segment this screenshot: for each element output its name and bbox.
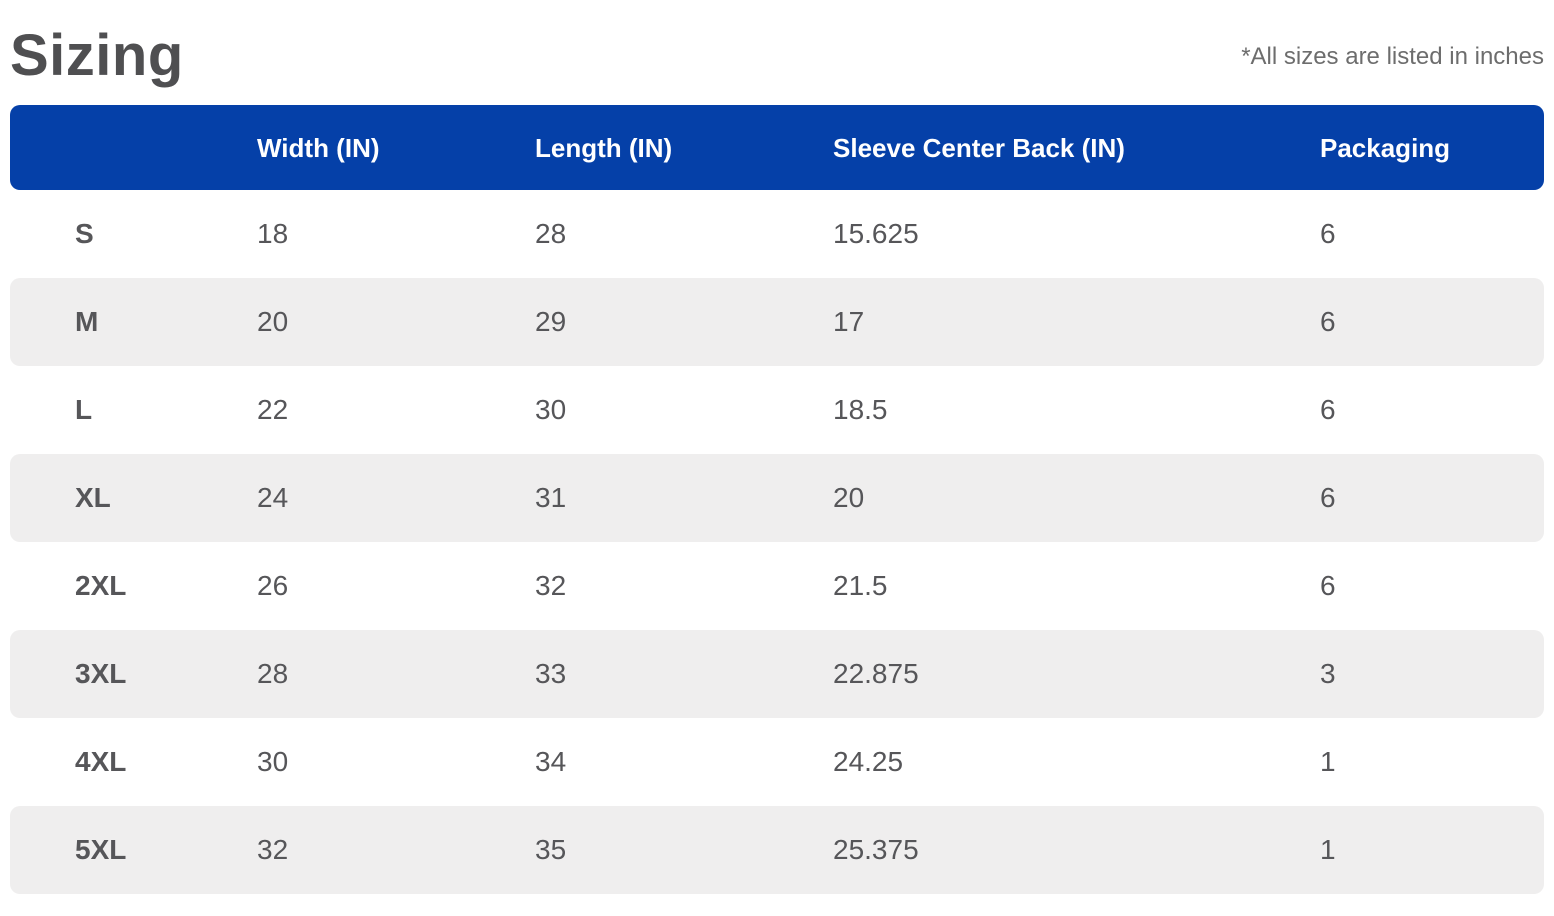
sleeve-value: 18.5 xyxy=(833,394,888,425)
table-row-5xl: 5XL 32 35 25.375 1 xyxy=(10,806,1544,894)
header-cell-sleeve: Sleeve Center Back (IN) xyxy=(833,132,1125,163)
packaging-value: 6 xyxy=(1320,482,1336,513)
page-title: Sizing xyxy=(10,23,184,88)
table-row-s: S 18 28 15.625 6 xyxy=(10,190,1544,278)
size-label: 4XL xyxy=(75,746,127,777)
size-label: M xyxy=(75,306,99,337)
width-value: 18 xyxy=(257,218,289,249)
table-row-4xl: 4XL 30 34 24.25 1 xyxy=(10,718,1544,806)
width-value: 20 xyxy=(257,306,289,337)
packaging-value: 6 xyxy=(1320,218,1336,249)
sleeve-value: 15.625 xyxy=(833,218,919,249)
sleeve-value: 22.875 xyxy=(833,658,919,689)
size-label: L xyxy=(75,394,93,425)
length-value: 32 xyxy=(535,570,567,601)
packaging-value: 3 xyxy=(1320,658,1336,689)
width-value: 30 xyxy=(257,746,289,777)
size-label: 3XL xyxy=(75,658,127,689)
sizing-table: Width (IN) Length (IN) Sleeve Center Bac… xyxy=(10,105,1544,894)
length-value: 35 xyxy=(535,834,567,865)
packaging-value: 1 xyxy=(1320,746,1336,777)
size-label: 5XL xyxy=(75,834,127,865)
sleeve-value: 20 xyxy=(833,482,865,513)
width-value: 22 xyxy=(257,394,289,425)
width-value: 32 xyxy=(257,834,289,865)
table-body: S 18 28 15.625 6 M 20 29 17 6 L 22 30 18… xyxy=(10,190,1544,894)
width-value: 24 xyxy=(257,482,289,513)
length-value: 31 xyxy=(535,482,567,513)
length-value: 30 xyxy=(535,394,567,425)
width-value: 26 xyxy=(257,570,289,601)
header-cell-width: Width (IN) xyxy=(257,132,380,163)
length-value: 34 xyxy=(535,746,567,777)
packaging-value: 6 xyxy=(1320,394,1336,425)
sleeve-value: 17 xyxy=(833,306,865,337)
table-header-row: Width (IN) Length (IN) Sleeve Center Bac… xyxy=(10,105,1544,190)
size-label: 2XL xyxy=(75,570,127,601)
table-row-m: M 20 29 17 6 xyxy=(10,278,1544,366)
table-row-3xl: 3XL 28 33 22.875 3 xyxy=(10,630,1544,718)
title-bar: Sizing *All sizes are listed in inches xyxy=(10,0,1544,105)
sleeve-value: 21.5 xyxy=(833,570,888,601)
size-label: XL xyxy=(75,482,111,513)
sleeve-value: 24.25 xyxy=(833,746,904,777)
length-value: 33 xyxy=(535,658,567,689)
units-note: *All sizes are listed in inches xyxy=(1241,43,1544,70)
width-value: 28 xyxy=(257,658,289,689)
table-row-2xl: 2XL 26 32 21.5 6 xyxy=(10,542,1544,630)
sleeve-value: 25.375 xyxy=(833,834,919,865)
length-value: 28 xyxy=(535,218,567,249)
table-row-l: L 22 30 18.5 6 xyxy=(10,366,1544,454)
header-cell-packaging: Packaging xyxy=(1320,132,1451,163)
packaging-value: 1 xyxy=(1320,834,1336,865)
size-label: S xyxy=(75,218,94,249)
packaging-value: 6 xyxy=(1320,306,1336,337)
packaging-value: 6 xyxy=(1320,570,1336,601)
table-row-xl: XL 24 31 20 6 xyxy=(10,454,1544,542)
header-cell-length: Length (IN) xyxy=(535,132,673,163)
length-value: 29 xyxy=(535,306,567,337)
